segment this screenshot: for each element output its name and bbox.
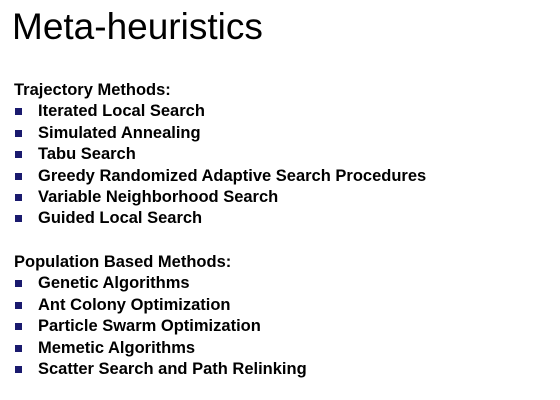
slide-title: Meta-heuristics xyxy=(12,6,263,47)
list-item: Ant Colony Optimization xyxy=(14,295,231,316)
list-item: Variable Neighborhood Search xyxy=(14,187,278,208)
square-bullet-icon xyxy=(15,151,22,159)
list-item-text: Scatter Search and Path Relinking xyxy=(38,359,307,378)
list-item: Guided Local Search xyxy=(14,208,202,229)
list-item: Genetic Algorithms xyxy=(14,273,231,294)
list-item-text: Memetic Algorithms xyxy=(38,338,196,357)
list-item: Iterated Local Search xyxy=(14,101,205,122)
list-item: Greedy Randomized Adaptive Search Proced… xyxy=(14,166,426,187)
list-item-text: Variable Neighborhood Search xyxy=(38,187,279,206)
list-item-text: Ant Colony Optimization xyxy=(38,295,231,314)
list-item: Scatter Search and Path Relinking xyxy=(14,359,307,380)
list-item: Simulated Annealing xyxy=(14,123,201,144)
square-bullet-icon xyxy=(15,172,22,180)
section-heading: Trajectory Methods: xyxy=(14,81,171,99)
list-item-text: Genetic Algorithms xyxy=(38,274,190,293)
square-bullet-icon xyxy=(15,193,22,201)
section-heading: Population Based Methods: xyxy=(14,253,232,271)
list-item-text: Particle Swarm Optimization xyxy=(38,317,261,336)
bullet-list: Genetic Algorithms Ant Colony Optimizati… xyxy=(14,273,307,380)
list-item-text: Simulated Annealing xyxy=(38,123,201,142)
square-bullet-icon xyxy=(15,323,22,331)
section-population-based-methods: Population Based Methods: Genetic Algori… xyxy=(14,252,307,380)
list-item: Particle Swarm Optimization xyxy=(14,316,261,337)
square-bullet-icon xyxy=(15,365,22,373)
list-item: Tabu Search xyxy=(14,144,171,165)
list-item-text: Greedy Randomized Adaptive Search Proced… xyxy=(38,166,427,185)
square-bullet-icon xyxy=(15,344,22,352)
bullet-list: Iterated Local Search Simulated Annealin… xyxy=(14,101,426,229)
square-bullet-icon xyxy=(15,215,22,223)
square-bullet-icon xyxy=(15,301,22,309)
list-item-text: Iterated Local Search xyxy=(38,102,205,121)
section-trajectory-methods: Trajectory Methods: Iterated Local Searc… xyxy=(14,80,426,230)
square-bullet-icon xyxy=(15,129,22,137)
square-bullet-icon xyxy=(15,108,22,116)
square-bullet-icon xyxy=(15,280,22,288)
list-item-text: Tabu Search xyxy=(38,145,136,164)
list-item: Memetic Algorithms xyxy=(14,338,231,359)
list-item-text: Guided Local Search xyxy=(38,209,203,228)
